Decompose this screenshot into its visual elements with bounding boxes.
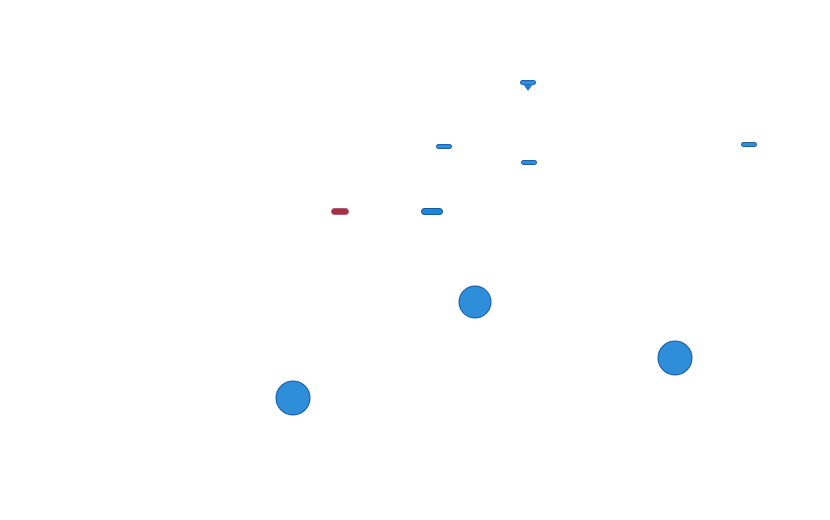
head-label[interactable] xyxy=(521,160,537,165)
buy1-marker[interactable] xyxy=(458,285,492,319)
target-label-badge[interactable] xyxy=(421,208,443,215)
neckline-label[interactable] xyxy=(520,80,536,91)
right-shoulder-label[interactable] xyxy=(741,142,757,147)
buy2-marker[interactable] xyxy=(657,340,693,376)
buy0-marker[interactable] xyxy=(275,380,311,416)
left-shoulder-label[interactable] xyxy=(436,144,452,149)
target-price-badge[interactable] xyxy=(331,208,349,215)
